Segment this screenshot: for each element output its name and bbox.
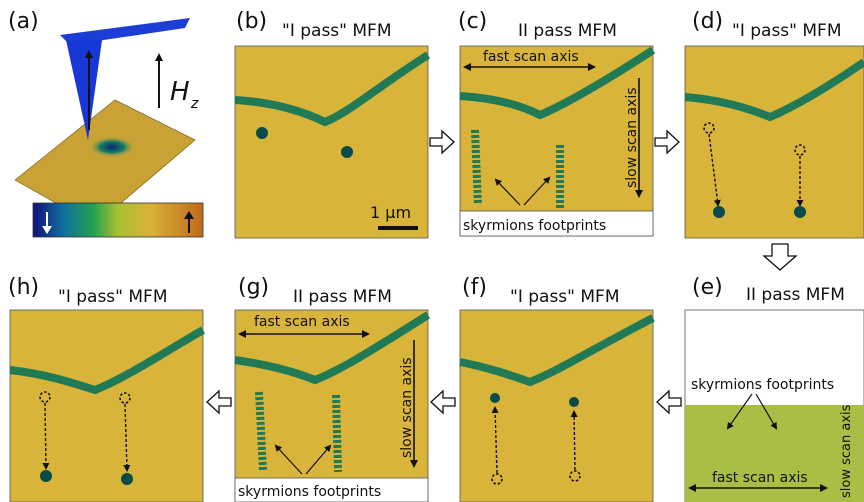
scale-bar-label: 1 µm: [370, 203, 411, 222]
panel-e-letter: (e): [692, 275, 723, 300]
displacement-arrow: [491, 406, 499, 474]
mfm-tip: [66, 40, 102, 140]
pointer-arrow: [523, 176, 551, 206]
panel-g-letter: (g): [238, 275, 269, 300]
panel-c-image: [459, 45, 654, 237]
panel-e-title: II pass MFM: [746, 285, 845, 305]
panel-g: (g) II pass MFM fast scan axis slow scan…: [234, 275, 431, 502]
panel-h-title: "I pass" MFM: [58, 287, 168, 307]
cantilever: [60, 18, 190, 45]
domain-wall: [234, 311, 431, 385]
panel-d-letter: (d): [692, 9, 723, 34]
initial-position-marker: [491, 473, 503, 485]
skyrmion: [40, 470, 52, 482]
skyrmion-spot: [88, 136, 136, 158]
sequence-arrow: [206, 389, 232, 415]
skyrmion: [256, 127, 268, 139]
footprints-label: skyrmions footprints: [463, 218, 606, 234]
sequence-arrow: [430, 389, 456, 415]
panel-d-image: [684, 45, 864, 239]
panel-b-title: "I pass" MFM: [282, 21, 392, 41]
fast-scan-label: fast scan axis: [483, 49, 579, 65]
sequence-arrow: [429, 129, 455, 155]
sequence-arrow: [654, 129, 680, 155]
panel-f: (f) "I pass" MFM: [459, 275, 655, 502]
panel-h-image: [9, 309, 204, 502]
pointer-arrow: [274, 444, 303, 475]
panel-c-letter: (c): [458, 9, 487, 34]
footprints-label: skyrmions footprints: [691, 377, 834, 393]
panel-f-title: "I pass" MFM: [510, 287, 620, 307]
domain-wall: [9, 326, 206, 395]
domain-wall: [684, 58, 864, 122]
pointer-arrow: [755, 393, 778, 430]
panel-c: (c) II pass MFM fast scan axis slow scan…: [458, 9, 656, 237]
initial-position-marker: [569, 470, 581, 482]
field-subscript: z: [190, 96, 199, 112]
displacement-arrow: [42, 402, 50, 470]
panel-b: (b) "I pass" MFM 1 µm: [234, 9, 431, 239]
displacement-arrow: [708, 133, 721, 207]
pointer-arrow: [726, 393, 753, 430]
fast-scan-label: fast scan axis: [254, 314, 350, 330]
footprints-label: skyrmions footprints: [238, 484, 381, 500]
skyrmion: [341, 146, 353, 158]
panel-c-title: II pass MFM: [518, 21, 617, 41]
domain-wall: [234, 51, 431, 127]
panel-g-title: II pass MFM: [293, 287, 392, 307]
initial-position-marker: [39, 391, 51, 403]
fast-scan-label: fast scan axis: [712, 470, 808, 486]
slow-scan-label: slow scan axis: [624, 87, 640, 188]
footprints-label-box: [234, 477, 429, 502]
panel-h: (h) "I pass" MFM: [8, 275, 206, 502]
color-bar: [32, 202, 204, 238]
initial-position-marker: [703, 122, 715, 134]
displacement-arrow: [123, 403, 131, 472]
panel-d: (d) "I pass" MFM: [684, 9, 864, 239]
footprints-label-box: [459, 210, 654, 237]
skyrmion-trace: [471, 129, 482, 206]
panel-g-image: [234, 309, 429, 502]
panel-h-letter: (h): [8, 275, 39, 300]
skyrmion-trace: [255, 391, 267, 471]
panel-a: (a) H z: [8, 9, 204, 238]
field-label: H: [170, 77, 190, 107]
skyrmion: [490, 393, 500, 403]
pointer-arrow: [305, 444, 332, 475]
skyrmion: [121, 473, 133, 485]
domain-wall: [459, 314, 655, 387]
skyrmion-trace: [332, 394, 342, 473]
sequence-arrow: [656, 389, 682, 415]
initial-position-marker: [119, 392, 131, 404]
panel-f-letter: (f): [462, 275, 487, 300]
domain-wall: [459, 46, 656, 120]
panel-a-letter: (a): [8, 9, 39, 34]
panel-b-letter: (b): [236, 9, 267, 34]
panel-f-image: [459, 309, 654, 502]
panel-e: (e) II pass MFM skyrmions footprints fas…: [684, 275, 864, 502]
initial-position-marker: [794, 144, 806, 156]
panel-d-title: "I pass" MFM: [732, 21, 842, 41]
scale-bar: [378, 226, 418, 230]
sequence-arrow: [762, 243, 798, 271]
skyrmion: [569, 397, 579, 407]
skyrmion: [794, 206, 806, 218]
pointer-arrow: [494, 178, 521, 206]
skyrmion: [713, 206, 725, 218]
slow-scan-label: slow scan axis: [839, 404, 854, 498]
slow-scan-label: slow scan axis: [399, 357, 415, 458]
